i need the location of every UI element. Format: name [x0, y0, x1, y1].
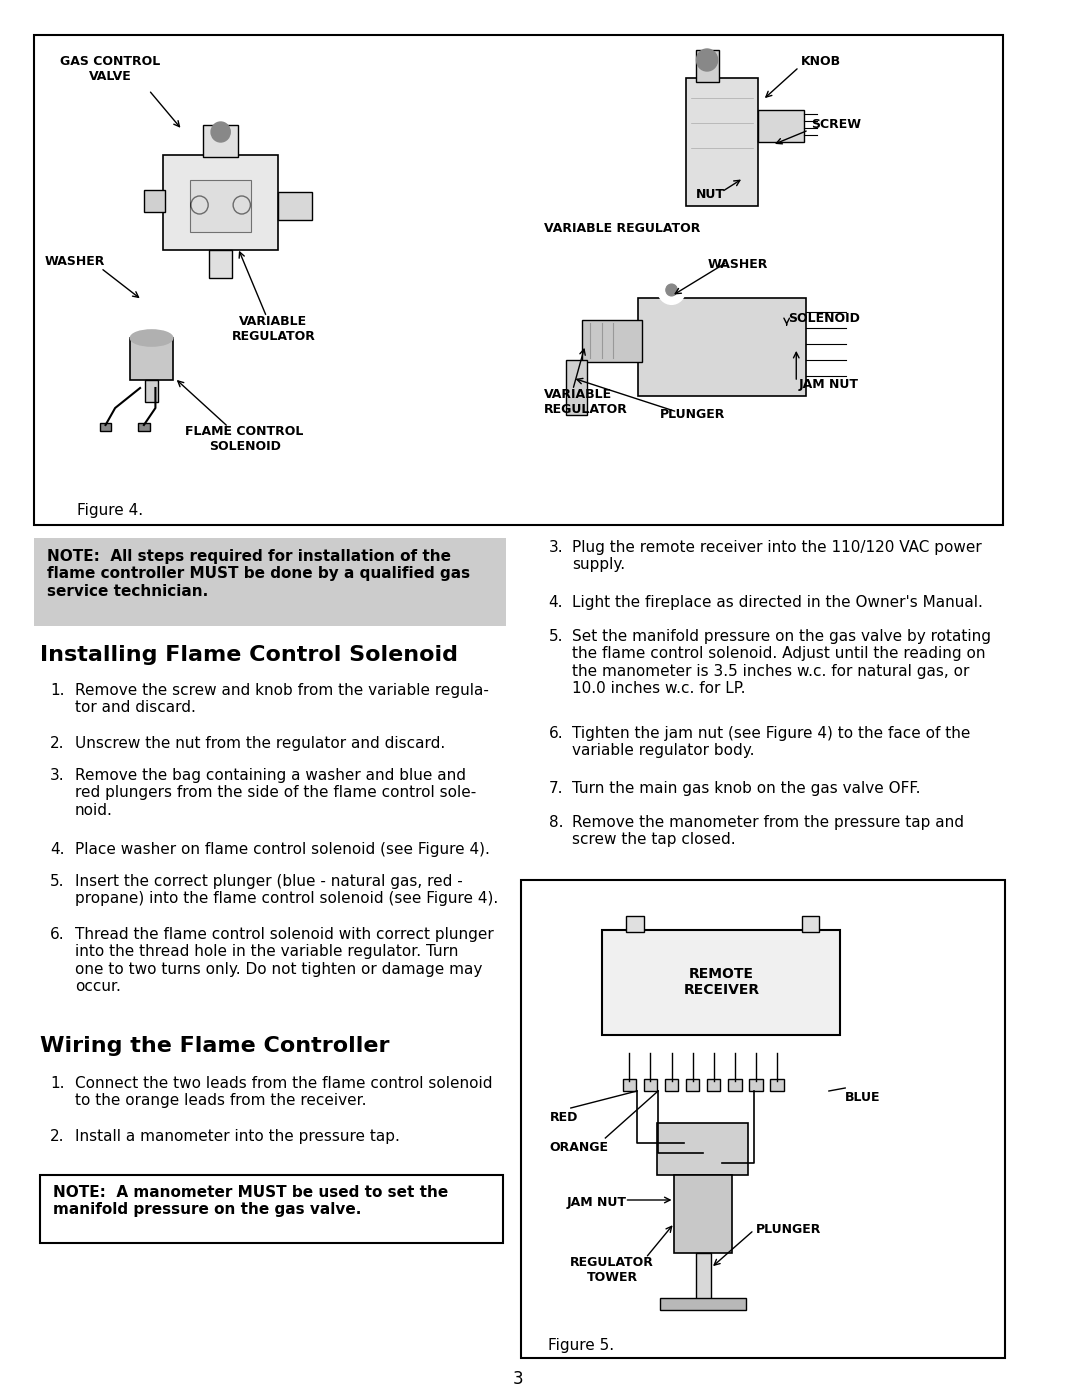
Text: Place washer on flame control solenoid (see Figure 4).: Place washer on flame control solenoid (…	[75, 842, 489, 856]
Text: Figure 5.: Figure 5.	[548, 1338, 613, 1354]
Circle shape	[211, 122, 230, 142]
Text: NUT: NUT	[696, 189, 725, 201]
Text: Thread the flame control solenoid with correct plunger
into the thread hole in t: Thread the flame control solenoid with c…	[75, 928, 494, 995]
Bar	[758, 110, 804, 142]
Text: JAM NUT: JAM NUT	[798, 379, 859, 391]
Text: 3: 3	[513, 1370, 524, 1389]
Text: 4.: 4.	[549, 595, 564, 610]
Text: Tighten the jam nut (see Figure 4) to the face of the
variable regulator body.: Tighten the jam nut (see Figure 4) to th…	[571, 726, 970, 759]
Bar	[622, 1078, 636, 1091]
Text: SOLENOID: SOLENOID	[788, 312, 861, 326]
Text: Insert the correct plunger (blue - natural gas, red -
propane) into the flame co: Insert the correct plunger (blue - natur…	[75, 875, 498, 907]
Circle shape	[851, 942, 864, 956]
Text: Plug the remote receiver into the 110/120 VAC power
supply.: Plug the remote receiver into the 110/12…	[571, 541, 982, 573]
Text: 8.: 8.	[549, 814, 564, 830]
Text: Wiring the Flame Controller: Wiring the Flame Controller	[40, 1037, 390, 1056]
Text: KNOB: KNOB	[801, 54, 841, 68]
Text: FLAME CONTROL
SOLENOID: FLAME CONTROL SOLENOID	[186, 425, 303, 453]
Bar	[99, 423, 111, 432]
Bar	[210, 250, 232, 278]
Bar	[660, 1298, 746, 1310]
Text: SCREW: SCREW	[811, 117, 861, 131]
Text: 6.: 6.	[50, 928, 65, 942]
Text: Unscrew the nut from the regulator and discard.: Unscrew the nut from the regulator and d…	[75, 736, 445, 752]
Text: GAS CONTROL
VALVE: GAS CONTROL VALVE	[60, 54, 161, 82]
Text: REGULATOR
TOWER: REGULATOR TOWER	[570, 1256, 654, 1284]
Text: REMOTE
RECEIVER: REMOTE RECEIVER	[684, 967, 759, 997]
Bar	[40, 1175, 502, 1243]
Bar	[686, 1078, 700, 1091]
Circle shape	[697, 49, 717, 71]
Text: 3.: 3.	[50, 768, 65, 782]
Text: 1.: 1.	[50, 1076, 65, 1091]
Text: ORANGE: ORANGE	[550, 1141, 609, 1154]
Text: 2.: 2.	[50, 736, 65, 752]
Text: 3.: 3.	[549, 541, 564, 555]
Bar	[144, 190, 165, 212]
Bar	[279, 191, 312, 219]
Text: VARIABLE REGULATOR: VARIABLE REGULATOR	[544, 222, 700, 235]
Text: NOTE:  A manometer MUST be used to set the
manifold pressure on the gas valve.: NOTE: A manometer MUST be used to set th…	[53, 1185, 448, 1217]
Text: Light the fireplace as directed in the Owner's Manual.: Light the fireplace as directed in the O…	[571, 595, 983, 610]
Text: NOTE:  All steps required for installation of the
flame controller MUST be done : NOTE: All steps required for installatio…	[48, 549, 470, 599]
Text: Turn the main gas knob on the gas valve OFF.: Turn the main gas knob on the gas valve …	[571, 781, 920, 796]
Text: Set the manifold pressure on the gas valve by rotating
the flame control solenoi: Set the manifold pressure on the gas val…	[571, 629, 990, 696]
Text: Figure 4.: Figure 4.	[77, 503, 143, 518]
Circle shape	[658, 277, 685, 305]
Text: PLUNGER: PLUNGER	[756, 1222, 822, 1236]
Bar	[131, 338, 173, 380]
Bar	[728, 1078, 742, 1091]
Bar	[644, 1078, 657, 1091]
Text: 1.: 1.	[50, 683, 65, 698]
Bar	[750, 1078, 762, 1091]
Text: 5.: 5.	[50, 875, 65, 888]
Text: JAM NUT: JAM NUT	[567, 1196, 627, 1208]
Bar	[33, 35, 1002, 525]
Bar	[638, 298, 806, 395]
Text: 7.: 7.	[549, 781, 564, 796]
Bar	[190, 180, 252, 232]
Bar	[566, 360, 588, 415]
Text: Remove the bag containing a washer and blue and
red plungers from the side of th: Remove the bag containing a washer and b…	[75, 768, 476, 817]
Bar	[770, 1078, 784, 1091]
Bar	[674, 1175, 732, 1253]
Text: Remove the manometer from the pressure tap and
screw the tap closed.: Remove the manometer from the pressure t…	[571, 814, 963, 848]
Text: VARIABLE
REGULATOR: VARIABLE REGULATOR	[544, 388, 627, 416]
Text: 4.: 4.	[50, 842, 65, 856]
Bar	[603, 930, 840, 1035]
Text: Connect the two leads from the flame control solenoid
to the orange leads from t: Connect the two leads from the flame con…	[75, 1076, 492, 1108]
Circle shape	[665, 284, 677, 296]
Text: WASHER: WASHER	[44, 256, 105, 268]
Text: Installing Flame Control Solenoid: Installing Flame Control Solenoid	[40, 645, 458, 665]
Bar	[657, 1123, 748, 1175]
Bar	[696, 1253, 711, 1301]
Bar	[163, 155, 279, 250]
Text: RED: RED	[550, 1111, 578, 1125]
Bar	[707, 1078, 720, 1091]
Text: PLUNGER: PLUNGER	[660, 408, 726, 420]
Text: 2.: 2.	[50, 1129, 65, 1144]
Text: 6.: 6.	[549, 726, 564, 740]
Text: BLUE: BLUE	[846, 1091, 880, 1104]
Text: VARIABLE
REGULATOR: VARIABLE REGULATOR	[231, 314, 315, 344]
Bar	[138, 423, 150, 432]
Bar	[686, 78, 758, 205]
Bar	[582, 320, 642, 362]
Ellipse shape	[131, 330, 173, 346]
Text: 5.: 5.	[549, 629, 564, 644]
Bar	[521, 880, 1005, 1358]
Bar	[626, 916, 644, 932]
Bar	[665, 1078, 678, 1091]
Bar	[696, 50, 718, 82]
Text: Install a manometer into the pressure tap.: Install a manometer into the pressure ta…	[75, 1129, 400, 1144]
Bar	[145, 380, 159, 402]
Text: Remove the screw and knob from the variable regula-
tor and discard.: Remove the screw and knob from the varia…	[75, 683, 489, 715]
Bar	[802, 916, 820, 932]
Bar	[203, 124, 238, 156]
Bar	[33, 538, 505, 626]
Text: WASHER: WASHER	[708, 258, 768, 271]
